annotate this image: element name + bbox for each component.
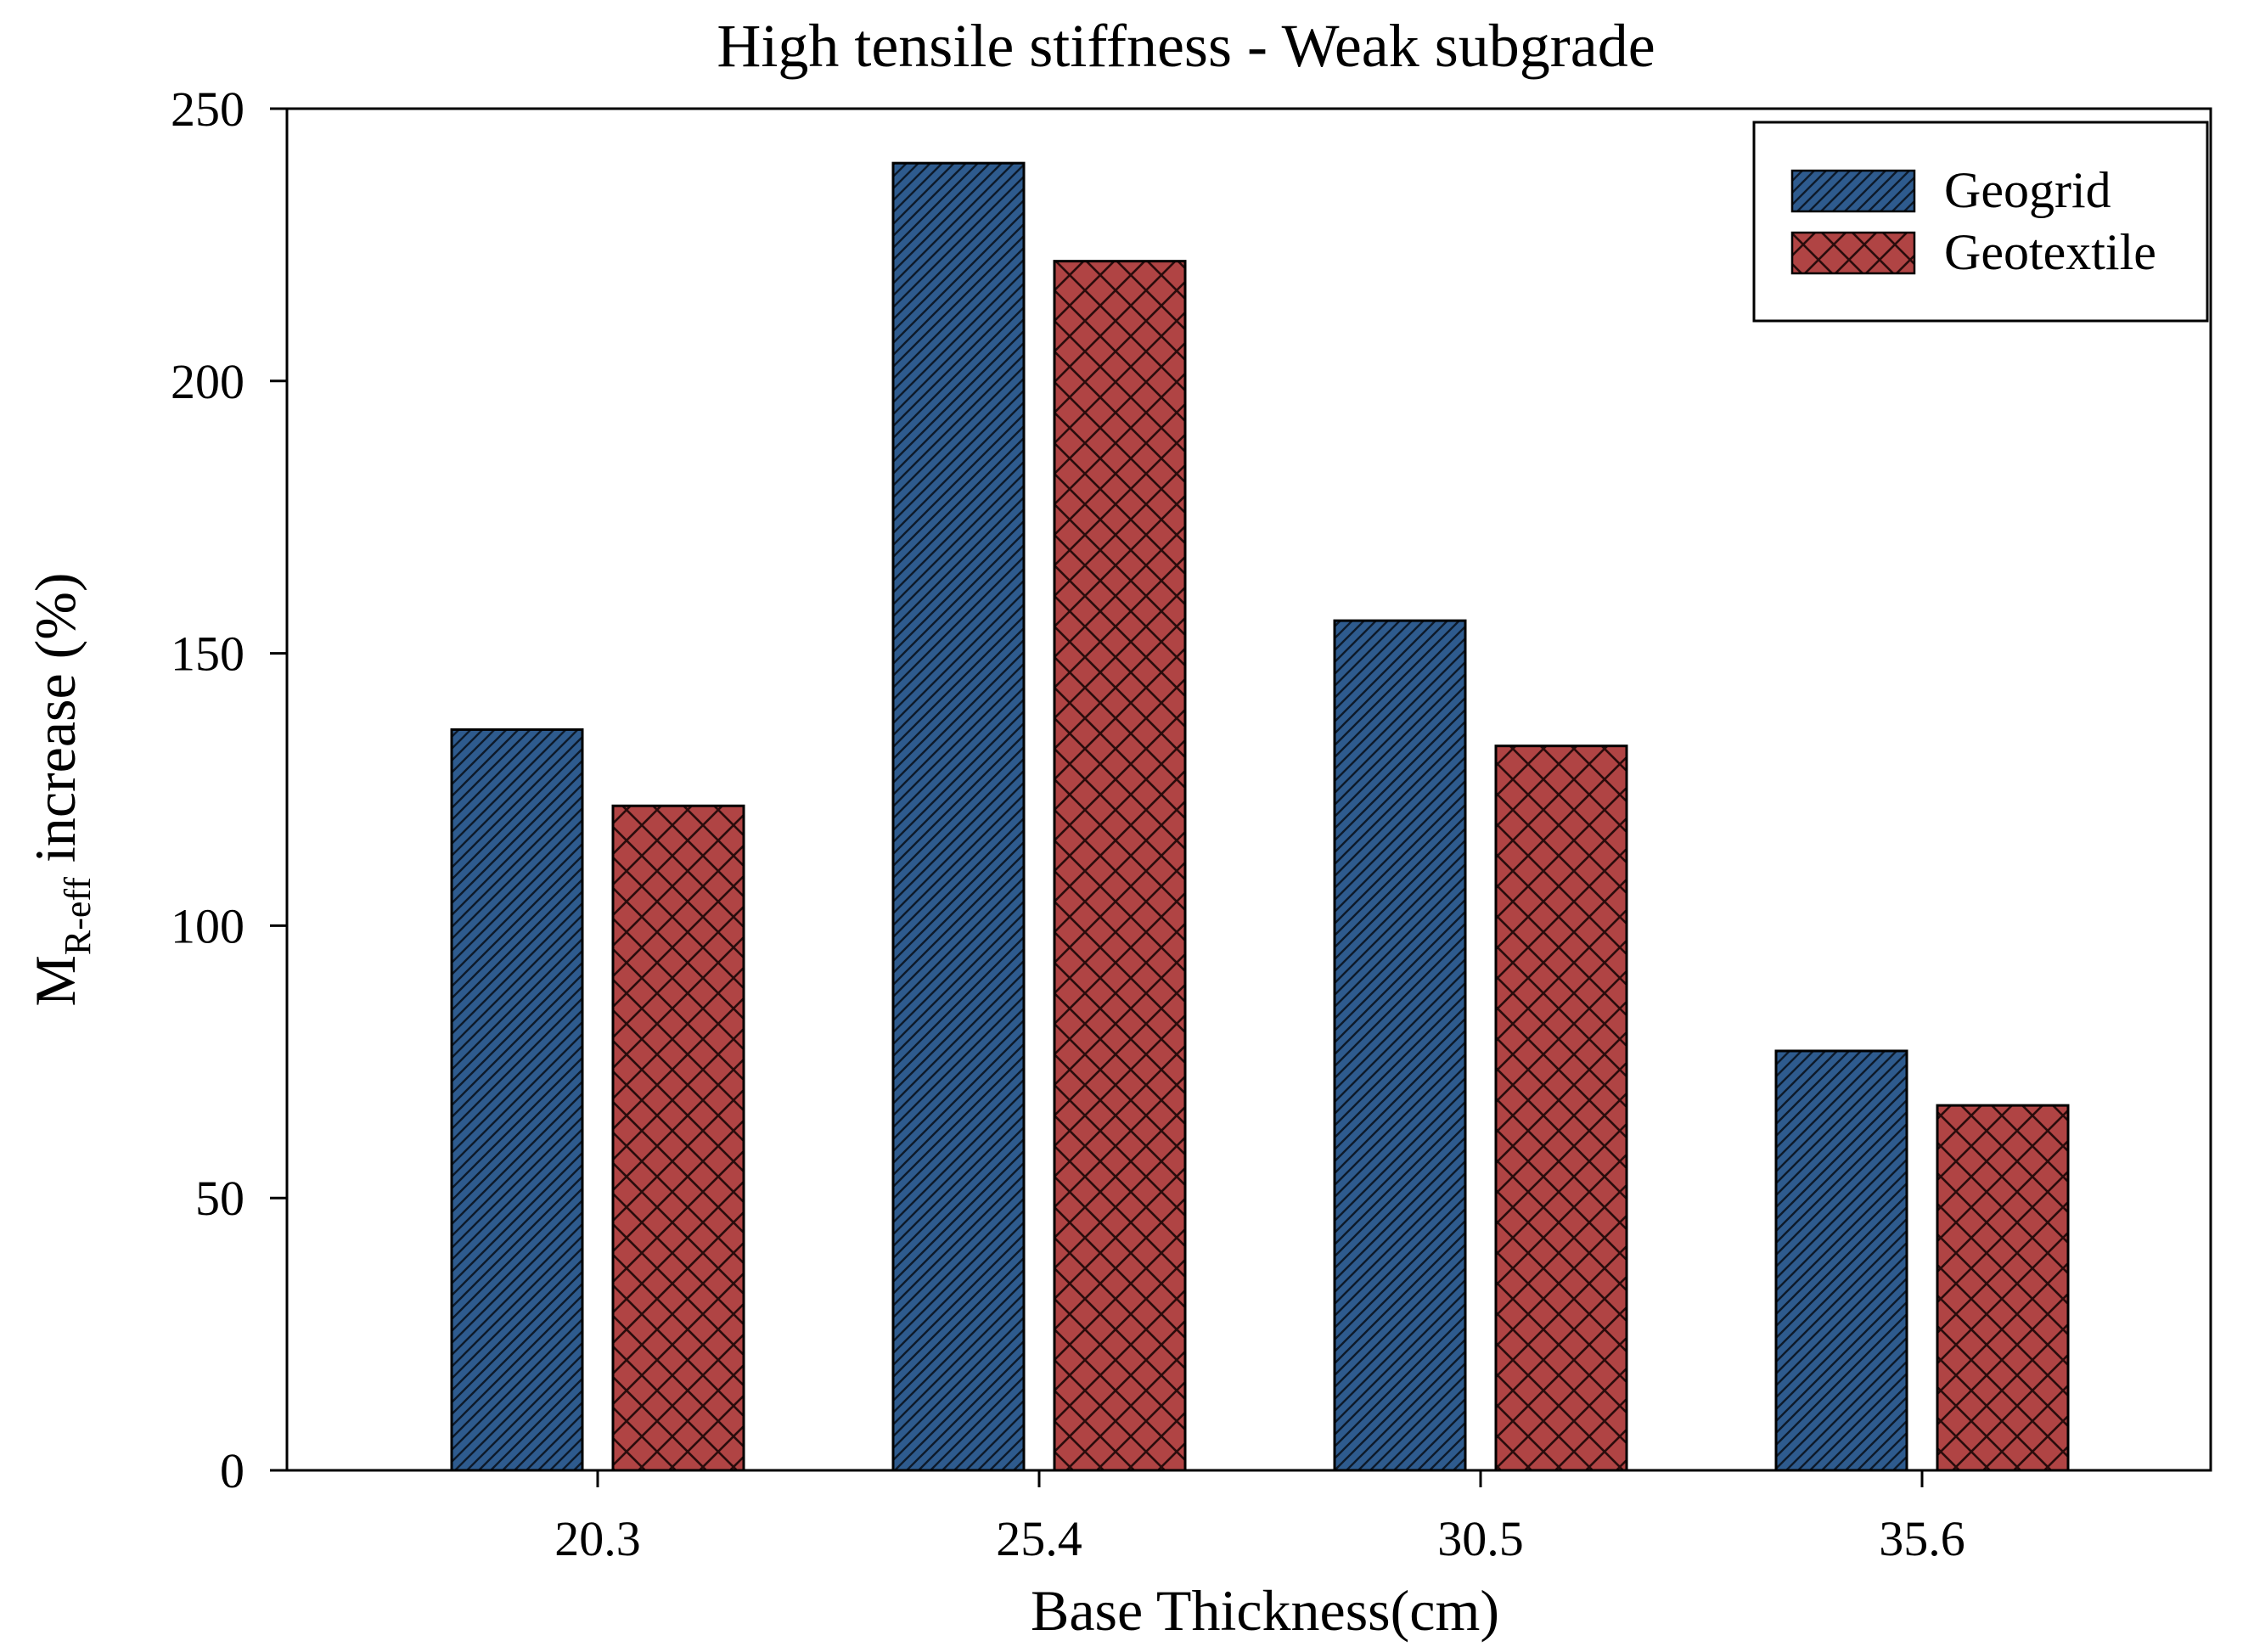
- bar-geotextile-35.6: [1936, 1104, 2070, 1472]
- bar-geogrid-25.4: [891, 161, 1026, 1472]
- legend: Geogrid Geotextile: [1752, 121, 2209, 323]
- y-tick-label: 250: [171, 81, 245, 137]
- y-axis-ticks: 0 50 100 150 200 250: [171, 81, 287, 1498]
- chart-title: High tensile stiffness - Weak subgrade: [717, 12, 1655, 80]
- x-axis-ticks: 20.3 25.4 30.5 35.6: [554, 1470, 1965, 1566]
- legend-label-geogrid: Geogrid: [1944, 162, 2111, 218]
- x-tick-label: 30.5: [1437, 1511, 1524, 1566]
- bar-geogrid-30.5: [1333, 619, 1467, 1472]
- y-axis-label: MR-eff increase (%): [23, 572, 98, 1006]
- y-axis-label-subscript: R-eff: [57, 877, 98, 955]
- bar-geotextile-30.5: [1494, 745, 1628, 1472]
- legend-swatch-geotextile: [1790, 231, 1916, 275]
- bar-geotextile-25.4: [1053, 260, 1187, 1472]
- y-axis-label-main: M: [23, 955, 87, 1006]
- y-tick-label: 50: [195, 1171, 245, 1226]
- y-axis-label-rest: increase (%): [23, 572, 87, 877]
- y-tick-label: 0: [220, 1443, 245, 1498]
- plot-frame: [285, 107, 2212, 1472]
- y-tick-label: 150: [171, 627, 245, 682]
- legend-label-geotextile: Geotextile: [1944, 224, 2156, 280]
- x-tick-label: 20.3: [554, 1511, 641, 1566]
- x-tick-label: 25.4: [996, 1511, 1082, 1566]
- legend-swatch-geogrid: [1790, 169, 1916, 213]
- y-tick-label: 100: [171, 898, 245, 953]
- bar-geogrid-20.3: [450, 728, 584, 1472]
- bar-geogrid-35.6: [1774, 1049, 1908, 1472]
- bar-geotextile-20.3: [611, 804, 745, 1472]
- y-tick-label: 200: [171, 354, 245, 409]
- bars-group: [450, 161, 2070, 1472]
- legend-box: [1752, 121, 2209, 323]
- x-tick-label: 35.6: [1879, 1511, 1965, 1566]
- x-axis-label: Base Thickness(cm): [1031, 1578, 1499, 1643]
